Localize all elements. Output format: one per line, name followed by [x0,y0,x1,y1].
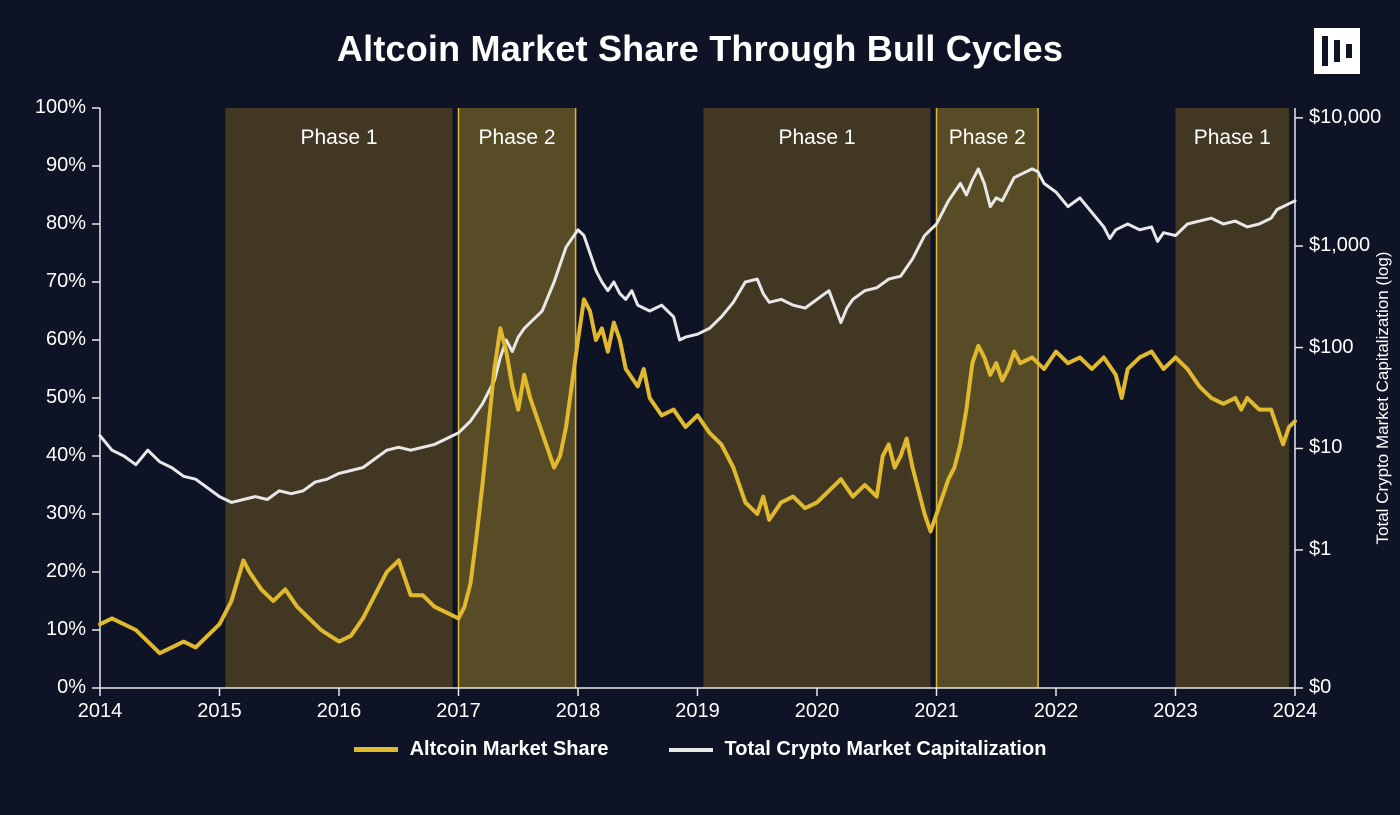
y-left-tick-label: 70% [46,270,86,293]
chart-title: Altcoin Market Share Through Bull Cycles [0,28,1400,70]
y-left-tick-label: 30% [46,502,86,525]
phase-label: Phase 1 [1194,126,1271,150]
x-tick-label: 2014 [78,700,123,723]
y-right-tick-label: $0 [1309,676,1331,699]
y-left-tick-label: 80% [46,212,86,235]
x-tick-label: 2016 [317,700,362,723]
x-tick-label: 2021 [914,700,959,723]
y-right-tick-label: $10 [1309,436,1342,459]
y-left-tick-label: 90% [46,154,86,177]
phase-label: Phase 2 [949,126,1026,150]
x-tick-label: 2023 [1153,700,1198,723]
y-right-tick-label: $100 [1309,336,1354,359]
chart-svg [100,108,1295,688]
legend-swatch [354,747,398,752]
x-tick-label: 2022 [1034,700,1079,723]
y-right-tick-label: $1,000 [1309,234,1370,257]
y-left-tick-label: 100% [35,96,86,119]
x-tick-label: 2018 [556,700,601,723]
legend-item: Altcoin Market Share [354,738,609,761]
brand-logo-icon [1314,28,1360,74]
y-left-tick-label: 40% [46,444,86,467]
x-tick-label: 2020 [795,700,840,723]
legend-swatch [669,748,713,752]
x-tick-label: 2015 [197,700,242,723]
y-right-tick-label: $1 [1309,538,1331,561]
phase-label: Phase 2 [479,126,556,150]
x-tick-label: 2019 [675,700,720,723]
phase-label: Phase 1 [778,126,855,150]
y-right-axis-title: Total Crypto Market Capitalization (log) [1373,252,1393,545]
legend: Altcoin Market Share Total Crypto Market … [0,738,1400,761]
y-left-tick-label: 0% [57,676,86,699]
x-tick-label: 2024 [1273,700,1318,723]
legend-item: Total Crypto Market Capitalization [669,738,1047,761]
y-left-tick-label: 20% [46,560,86,583]
phase-label: Phase 1 [300,126,377,150]
legend-label: Total Crypto Market Capitalization [725,738,1047,761]
x-tick-label: 2017 [436,700,481,723]
plot-area [100,108,1295,688]
y-left-tick-label: 60% [46,328,86,351]
legend-label: Altcoin Market Share [410,738,609,761]
y-right-tick-label: $10,000 [1309,106,1381,129]
chart-frame: Altcoin Market Share Through Bull Cycles… [0,0,1400,815]
y-left-tick-label: 50% [46,386,86,409]
y-left-tick-label: 10% [46,618,86,641]
